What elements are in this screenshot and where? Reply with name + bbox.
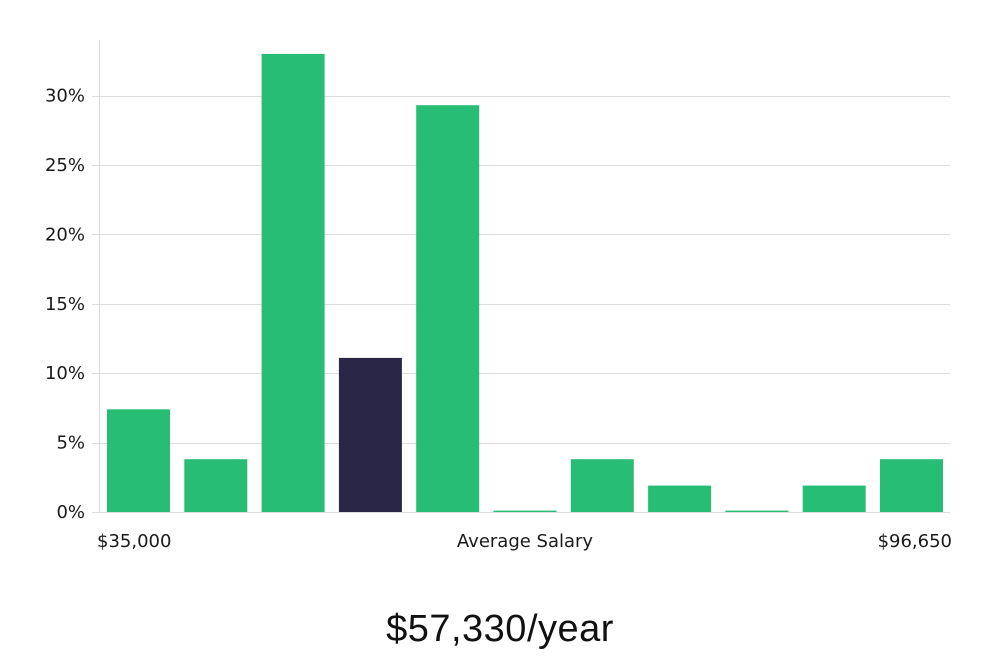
average-salary-value: $57,330/year [386,608,614,650]
x-axis-title: Average Salary [457,531,594,552]
salary-histogram: 0% 5% 10% 15% 20% 25% 30% $35,000 Average Sala… [45,40,952,552]
x-max-label: $96,650 [878,531,952,552]
x-min-label: $35,000 [97,531,171,552]
bar-10[interactable] [880,459,943,512]
bars [107,53,943,513]
y-tick-labels: 0% 5% 10% 15% 20% 25% 30% [45,86,85,523]
y-tick-label-5: 5% [56,433,85,454]
y-tick-label-10: 10% [45,363,85,384]
bar-5[interactable] [493,510,557,512]
bar-7[interactable] [648,485,712,512]
y-tick-label-30: 30% [45,86,85,107]
bar-1[interactable] [184,459,248,512]
gridlines [92,96,950,513]
bar-6[interactable] [570,459,634,512]
bar-4[interactable] [416,105,480,512]
bar-9[interactable] [802,485,866,512]
bar-2[interactable] [261,53,325,513]
y-tick-label-25: 25% [45,155,85,176]
bar-highlighted-3[interactable] [338,357,402,512]
y-tick-label-15: 15% [45,294,85,315]
bar-0[interactable] [107,409,170,512]
bar-8[interactable] [725,510,789,512]
y-tick-label-20: 20% [45,224,85,245]
y-tick-label-0: 0% [56,502,85,523]
